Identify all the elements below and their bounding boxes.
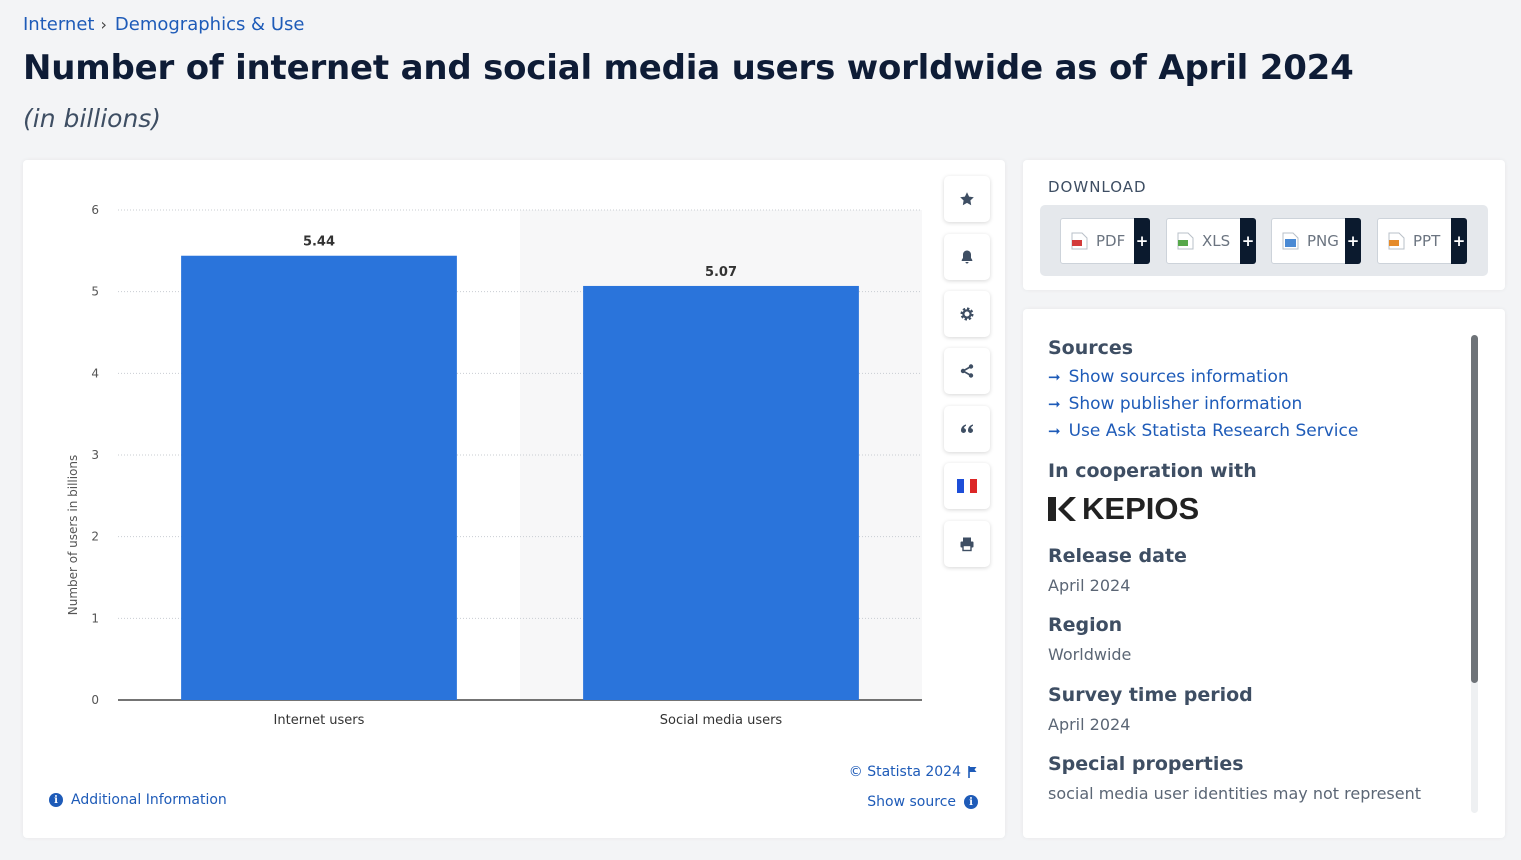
sources-heading: Sources <box>1048 337 1134 359</box>
copyright-text: © Statista 2024 <box>848 764 961 780</box>
kepios-logo-mark <box>1048 497 1076 521</box>
bar-chart: 0 1 2 3 4 5 6 Number of users in billions 5.44 In… <box>66 203 922 728</box>
download-png-label: PNG <box>1307 232 1339 250</box>
quote-icon <box>961 424 973 434</box>
bell-icon <box>961 250 973 264</box>
download-pdf-plus[interactable]: + <box>1134 218 1150 264</box>
favorite-button[interactable] <box>944 176 990 222</box>
breadcrumb-link-internet[interactable]: Internet <box>23 14 95 35</box>
y-tick-label: 6 <box>91 203 99 217</box>
language-button[interactable] <box>944 463 990 509</box>
download-png-button[interactable]: PNG + <box>1271 218 1361 264</box>
breadcrumb-link-demographics[interactable]: Demographics & Use <box>114 14 305 35</box>
y-tick-label: 5 <box>91 285 99 299</box>
download-xls-label: XLS <box>1202 232 1231 250</box>
download-ppt-plus[interactable]: + <box>1451 218 1467 264</box>
additional-information-link[interactable]: i Additional Information <box>49 792 227 808</box>
ppt-icon <box>1388 232 1405 250</box>
y-axis-title: Number of users in billions <box>66 455 80 616</box>
download-ppt-label: PPT <box>1413 232 1441 250</box>
info-icon: i <box>964 795 978 809</box>
arrow-right-icon: ➞ <box>1048 422 1061 440</box>
arrow-right-icon: ➞ <box>1048 395 1061 413</box>
cite-button[interactable] <box>944 406 990 452</box>
y-tick-label: 0 <box>91 693 99 707</box>
show-source-link[interactable]: Show source i <box>867 794 978 810</box>
info-card: Sources ➞ Show sources information ➞ Sho… <box>1023 309 1505 838</box>
copyright-link[interactable]: © Statista 2024 <box>849 764 978 780</box>
special-properties-value: social media user identities may not rep… <box>1048 784 1422 803</box>
region-value: Worldwide <box>1048 645 1132 664</box>
share-icon <box>960 364 974 378</box>
download-xls-button[interactable]: XLS + <box>1166 218 1256 264</box>
download-xls-plus[interactable]: + <box>1240 218 1256 264</box>
show-publisher-label: Show publisher information <box>1068 394 1303 414</box>
arrow-right-icon: ➞ <box>1048 368 1061 386</box>
region-heading: Region <box>1048 614 1123 636</box>
breadcrumb-separator: › <box>100 15 107 34</box>
y-tick-label: 1 <box>91 611 99 625</box>
release-date-heading: Release date <box>1048 545 1187 567</box>
bar <box>181 255 457 700</box>
cooperation-heading: In cooperation with <box>1048 460 1257 482</box>
star-icon <box>960 192 974 206</box>
download-title: DOWNLOAD <box>1048 178 1147 196</box>
flag-icon <box>968 766 977 778</box>
download-pdf-label: PDF <box>1096 232 1126 250</box>
chart-card: 0 1 2 3 4 5 6 Number of users in billions 5.44 In… <box>23 160 1005 838</box>
download-pdf-button[interactable]: PDF + <box>1060 218 1150 264</box>
page-subtitle: (in billions) <box>23 104 162 133</box>
x-tick-label: Internet users <box>274 713 365 728</box>
show-sources-link[interactable]: ➞ Show sources information <box>1048 367 1289 387</box>
survey-period-heading: Survey time period <box>1048 684 1253 706</box>
notification-button[interactable] <box>944 234 990 280</box>
pdf-icon <box>1071 232 1088 250</box>
x-tick-label: Social media users <box>660 713 783 728</box>
download-png-plus[interactable]: + <box>1345 218 1361 264</box>
ask-statista-label: Use Ask Statista Research Service <box>1068 421 1359 441</box>
gear-icon <box>960 307 974 321</box>
kepios-logo: KEPIOS <box>1048 491 1199 527</box>
release-date-value: April 2024 <box>1048 576 1131 595</box>
y-tick-label: 4 <box>91 366 99 380</box>
show-sources-label: Show sources information <box>1068 367 1289 387</box>
y-tick-label: 2 <box>91 530 99 544</box>
page-title: Number of internet and social media user… <box>23 48 1354 88</box>
download-ppt-button[interactable]: PPT + <box>1377 218 1467 264</box>
print-button[interactable] <box>944 521 990 567</box>
share-button[interactable] <box>944 348 990 394</box>
show-publisher-link[interactable]: ➞ Show publisher information <box>1048 394 1302 414</box>
kepios-logo-text: KEPIOS <box>1082 491 1200 526</box>
flag-fr-icon <box>957 479 977 493</box>
print-icon <box>960 537 974 552</box>
bar-value-label: 5.07 <box>705 265 737 280</box>
special-properties-heading: Special properties <box>1048 753 1244 775</box>
y-tick-label: 3 <box>91 448 99 462</box>
xls-icon <box>1177 232 1194 250</box>
download-tray: PDF + XLS + PNG + PPT + <box>1040 205 1488 276</box>
survey-period-value: April 2024 <box>1048 715 1131 734</box>
settings-button[interactable] <box>944 291 990 337</box>
bar <box>583 285 859 700</box>
additional-information-label: Additional Information <box>71 792 227 808</box>
show-source-label: Show source <box>867 794 956 810</box>
png-icon <box>1282 232 1299 250</box>
download-card: DOWNLOAD PDF + XLS + PNG + PPT + <box>1023 160 1505 290</box>
info-icon: i <box>49 793 63 807</box>
scrollbar-thumb[interactable] <box>1471 335 1478 683</box>
ask-statista-link[interactable]: ➞ Use Ask Statista Research Service <box>1048 421 1358 441</box>
bar-value-label: 5.44 <box>303 235 335 250</box>
breadcrumb: Internet › Demographics & Use <box>23 14 304 35</box>
